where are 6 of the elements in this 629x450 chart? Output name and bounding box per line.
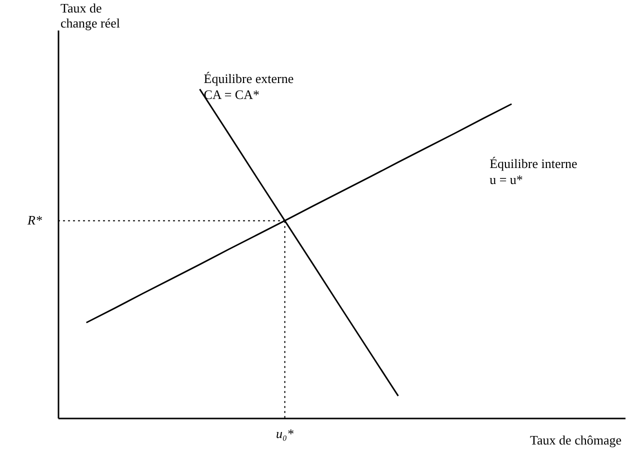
annotation: Équilibre externe CA = CA* [204, 71, 294, 102]
ref-line-label: R* [26, 212, 42, 228]
y-axis-title: Taux de change réel [60, 0, 120, 30]
text: u₀* [276, 426, 294, 441]
x-axis-title: Taux de chômage [530, 432, 622, 448]
annotation: Équilibre interne u = u* [490, 156, 578, 187]
